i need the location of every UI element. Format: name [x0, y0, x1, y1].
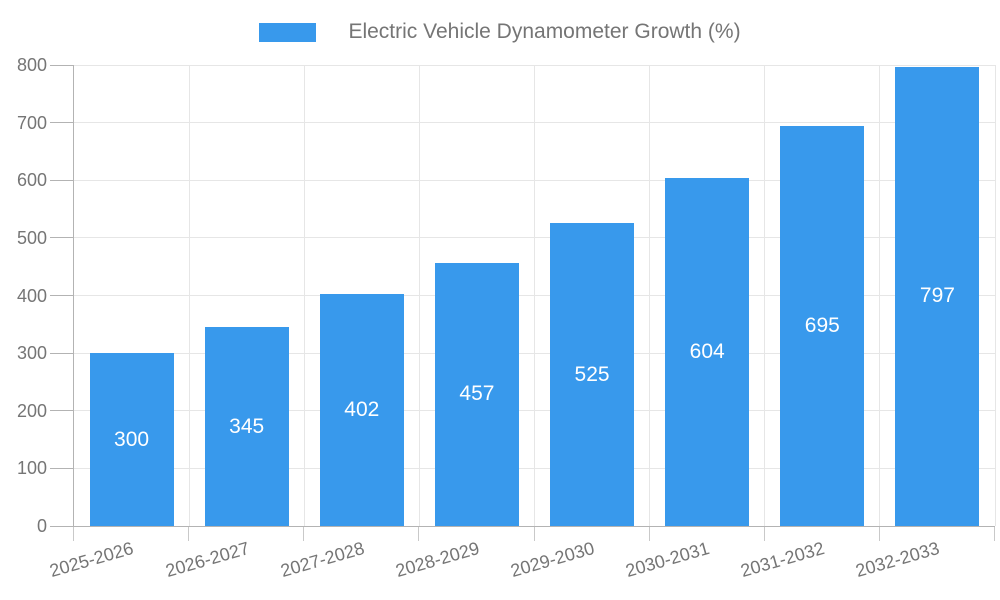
bar-value-label: 525 [574, 362, 610, 386]
gridline-vertical [418, 65, 420, 526]
x-axis-tick [763, 527, 765, 541]
y-axis-tick [50, 179, 73, 181]
bar: 402 [319, 294, 404, 526]
x-axis-tick [878, 527, 880, 541]
y-axis-tick [50, 410, 73, 412]
legend-swatch-icon [259, 22, 317, 42]
gridline-vertical [649, 65, 651, 526]
x-axis-tick-label: 2025-2026 [47, 538, 137, 581]
y-axis-tick [50, 237, 73, 239]
x-axis-tick [188, 527, 190, 541]
gridline-vertical [303, 65, 305, 526]
x-axis-tick-label: 2030-2031 [623, 538, 712, 581]
legend-label: Electric Vehicle Dynamometer Growth (%) [348, 20, 741, 43]
bar: 604 [665, 177, 750, 526]
y-axis-tick-label: 100 [16, 458, 47, 479]
gridline-vertical [534, 65, 535, 526]
bar: 345 [204, 327, 289, 526]
x-axis-tick [994, 527, 995, 541]
y-axis-tick [50, 122, 73, 124]
bar: 300 [89, 353, 174, 526]
x-axis-tick [648, 527, 650, 541]
x-axis-tick-label: 2028-2029 [393, 538, 482, 581]
y-axis-tick-label: 400 [16, 285, 47, 306]
chart-legend: Electric Vehicle Dynamometer Growth (%) [0, 18, 1000, 46]
bar-value-label: 345 [229, 414, 265, 438]
bar-value-label: 300 [114, 427, 150, 451]
gridline-vertical [764, 65, 766, 526]
bar-value-label: 695 [804, 313, 840, 337]
x-axis-tick-label: 2026-2027 [162, 538, 252, 581]
y-axis-tick [50, 64, 73, 66]
x-axis-tick-label: 2031-2032 [738, 538, 827, 581]
y-axis-tick-label: 200 [16, 400, 47, 421]
bar-value-label: 457 [459, 382, 495, 406]
y-axis-tick-label: 600 [16, 170, 47, 191]
x-axis-tick-label: 2027-2028 [278, 538, 367, 581]
y-axis-tick [50, 525, 73, 527]
x-axis-tick [533, 527, 535, 541]
bar-value-label: 604 [689, 339, 725, 363]
gridline-vertical [994, 65, 996, 526]
bar: 797 [895, 66, 980, 526]
bar: 457 [434, 262, 519, 526]
x-axis-tick [303, 527, 305, 541]
y-axis-tick [50, 295, 73, 296]
y-axis-tick [50, 352, 73, 354]
bar: 695 [780, 125, 865, 526]
y-axis-tick [50, 467, 73, 469]
y-axis-tick-label: 500 [16, 227, 47, 248]
y-axis-tick-label: 800 [16, 55, 47, 75]
x-axis-tick-label: 2032-2033 [853, 538, 942, 581]
bar-value-label: 402 [344, 398, 380, 422]
x-axis-tick-label: 2029-2030 [508, 538, 597, 581]
x-axis-tick [418, 527, 420, 541]
plot-area: 300 345 402 457 525 604 695 797 [73, 64, 996, 527]
y-axis-tick-label: 0 [36, 516, 47, 536]
gridline-vertical [879, 65, 881, 526]
x-axis-tick [73, 527, 74, 541]
bar-value-label: 797 [919, 284, 955, 308]
y-axis-tick-label: 700 [16, 112, 47, 133]
y-axis-tick-label: 300 [16, 343, 47, 364]
bar: 525 [550, 223, 635, 526]
gridline-vertical [188, 65, 190, 526]
